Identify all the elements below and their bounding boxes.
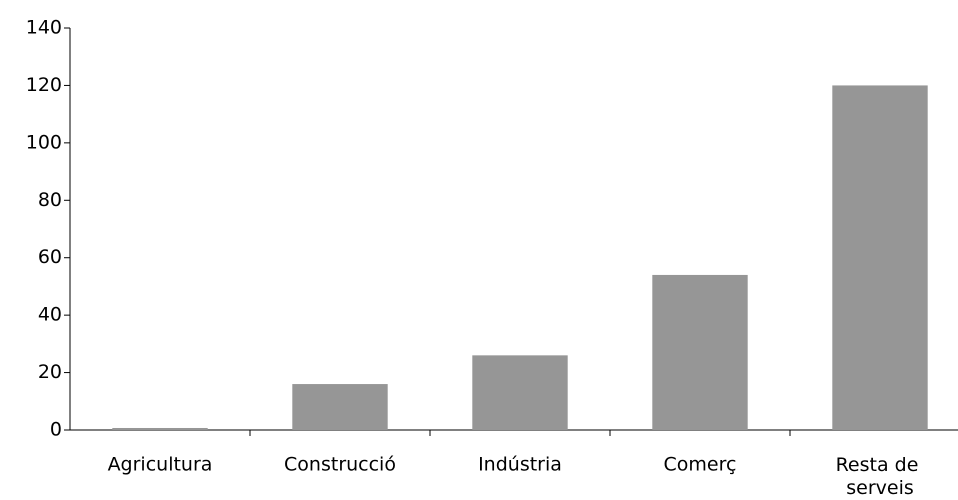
y-tick-label: 20 xyxy=(38,361,62,383)
x-tick-label: Indústria xyxy=(478,454,562,476)
bar xyxy=(832,85,928,430)
bar xyxy=(652,274,748,430)
bar xyxy=(292,384,388,430)
x-tick-label: Comerç xyxy=(664,454,737,476)
x-tick-label: Construcció xyxy=(284,454,396,476)
bar xyxy=(112,427,208,430)
y-tick-label: 0 xyxy=(50,419,62,441)
x-tick-label: Agricultura xyxy=(108,454,213,476)
y-tick-label: 40 xyxy=(38,304,62,326)
y-tick-label: 80 xyxy=(38,189,62,211)
x-tick-label: Resta de serveis xyxy=(836,454,925,499)
y-tick-label: 100 xyxy=(26,131,62,153)
bar xyxy=(472,355,568,430)
y-tick-label: 120 xyxy=(26,74,62,96)
y-tick-label: 140 xyxy=(26,17,62,39)
y-tick-label: 60 xyxy=(38,246,62,268)
